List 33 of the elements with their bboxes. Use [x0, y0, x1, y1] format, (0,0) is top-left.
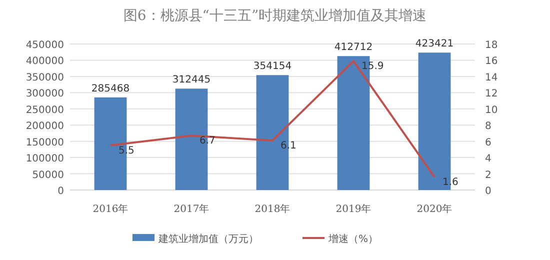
data-label: 412712 — [334, 42, 373, 54]
y2-tick-label: 6 — [485, 137, 492, 148]
chart-title: 图6：桃源县“十三五”时期建筑业增加值及其增速 — [123, 8, 427, 24]
y2-tick-label: 0 — [485, 186, 492, 197]
y-tick-label: 200000 — [26, 121, 64, 132]
data-label: 354154 — [253, 61, 292, 72]
x-tick-label: 2017年 — [174, 203, 210, 215]
y-tick-label: 50000 — [32, 170, 64, 181]
y2-tick-label: 16 — [485, 56, 498, 68]
y-tick-label: 250000 — [26, 104, 64, 116]
y2-tick-label: 18 — [485, 40, 498, 51]
x-tick-label: 2020年 — [416, 203, 452, 215]
y2-tick-label: 10 — [485, 104, 498, 116]
data-label: 312445 — [172, 74, 211, 86]
x-tick-label: 2016年 — [92, 203, 128, 215]
legend-label: 增速（%） — [328, 233, 378, 245]
data-label: 285468 — [91, 83, 130, 94]
y2-tick-label: 4 — [485, 154, 492, 165]
y-tick-label: 450000 — [26, 40, 64, 51]
y2-tick-label: 2 — [485, 170, 492, 181]
y-tick-label: 350000 — [26, 72, 64, 84]
x-tick-label: 2019年 — [336, 203, 372, 215]
y-tick-label: 400000 — [26, 56, 64, 68]
y2-tick-label: 14 — [485, 72, 498, 84]
x-tick-label: 2018年 — [254, 203, 290, 215]
y2-tick-label: 12 — [485, 88, 498, 100]
y2-tick-label: 8 — [485, 121, 492, 132]
y-tick-label: 100000 — [26, 154, 64, 165]
y-tick-label: 300000 — [26, 88, 64, 100]
y-tick-label: 150000 — [26, 137, 64, 148]
legend-label: 建筑业增加值（万元） — [158, 233, 258, 245]
data-label: 423421 — [415, 38, 454, 50]
y-tick-label: 0 — [58, 186, 64, 197]
